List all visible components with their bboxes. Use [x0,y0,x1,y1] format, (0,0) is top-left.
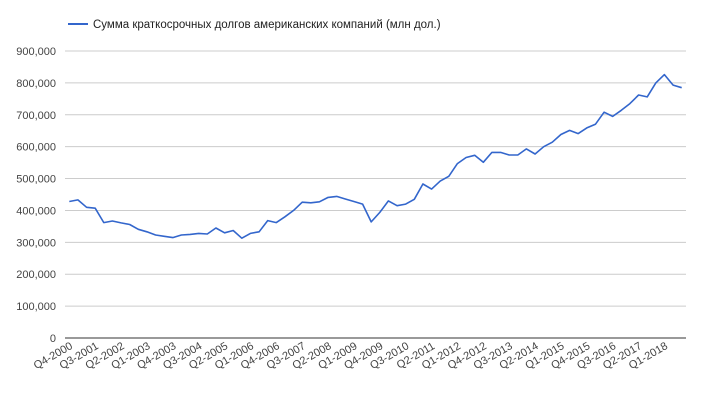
data-point [352,200,356,204]
y-axis-tick-labels: 0 100,000 200,000 300,000 400,000 500,000 600,… [16,46,56,345]
data-point [550,140,554,144]
data-point [386,199,390,203]
data-point [136,227,140,231]
data-point [119,221,123,225]
data-point [171,236,175,240]
data-point [76,198,80,202]
y-tick-label: 0 [50,333,56,345]
data-point [654,81,658,85]
data-point [317,200,321,204]
data-point [593,122,597,126]
series-line [69,73,682,239]
y-tick-label: 500,000 [16,174,56,186]
data-point [473,153,477,157]
data-point [507,153,511,157]
data-point [240,236,244,240]
data-point [248,231,252,235]
data-point [378,210,382,214]
data-point [516,153,520,157]
y-tick-label: 300,000 [16,237,56,249]
data-point [430,187,434,191]
data-point [110,219,114,223]
data-point [326,195,330,199]
y-tick-label: 200,000 [16,269,56,281]
data-point [162,234,166,238]
grid-lines [65,50,686,339]
data-point [361,202,365,206]
data-point [231,229,235,233]
data-point [645,95,649,99]
data-point [464,156,468,160]
data-point [266,219,270,223]
data-point [197,231,201,235]
data-point [568,128,572,132]
data-point [283,215,287,219]
data-point [499,150,503,154]
data-point [447,174,451,178]
data-point [145,230,149,234]
y-tick-label: 800,000 [16,78,56,90]
y-tick-label: 600,000 [16,142,56,154]
data-point [335,194,339,198]
data-point [369,220,373,224]
series-group [67,73,684,240]
data-point [93,206,97,210]
data-point [438,179,442,183]
data-point [542,145,546,149]
y-tick-label: 100,000 [16,301,56,313]
data-point [524,147,528,151]
data-point [559,133,563,137]
data-point [662,73,666,77]
legend: Сумма краткосрочных долгов американских … [68,19,441,31]
data-point [680,86,684,90]
data-point [619,108,623,112]
data-point [67,200,71,204]
data-point [179,233,183,237]
data-point [395,204,399,208]
data-point [533,152,537,156]
y-tick-label: 900,000 [16,46,56,58]
data-point [214,226,218,230]
data-point [292,208,296,212]
data-point [490,150,494,154]
data-point [188,232,192,236]
data-point [602,110,606,114]
data-point [637,93,641,97]
data-point [205,232,209,236]
data-point [455,162,459,166]
data-point [128,222,132,226]
legend-label: Сумма краткосрочных долгов американских … [93,19,441,31]
data-point [412,197,416,201]
y-tick-label: 700,000 [16,110,56,122]
data-point [223,231,227,235]
data-point [274,221,278,225]
y-tick-label: 400,000 [16,205,56,217]
data-point [611,114,615,118]
data-point [154,233,158,237]
data-point [343,197,347,201]
data-point [404,202,408,206]
data-point [671,83,675,87]
data-point [576,132,580,136]
data-point [628,102,632,106]
data-point [585,126,589,130]
data-point [300,200,304,204]
data-point [102,221,106,225]
x-axis-tick-labels: Q4-2000Q3-2001Q2-2002Q1-2003Q4-2003Q3-20… [32,340,670,372]
data-point [85,205,89,209]
data-point [481,160,485,164]
data-point [421,182,425,186]
data-point [309,201,313,205]
data-point [257,230,261,234]
